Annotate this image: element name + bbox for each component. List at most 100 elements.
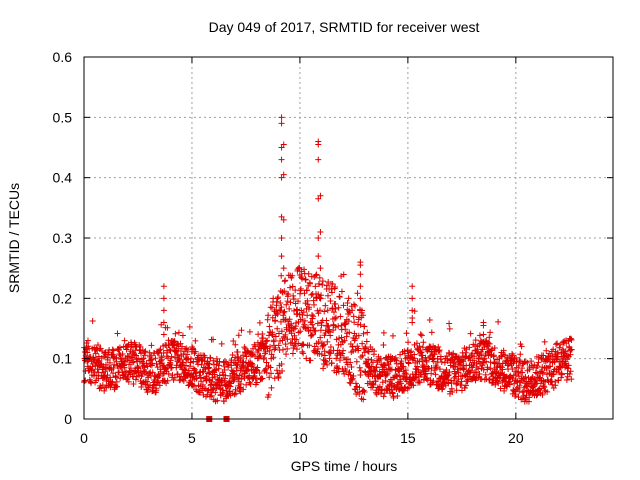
data-point	[327, 298, 334, 305]
data-point	[274, 311, 281, 318]
data-point	[259, 331, 266, 337]
data-point	[265, 391, 272, 398]
data-point	[198, 378, 205, 385]
data-point	[290, 292, 297, 299]
data-point	[361, 349, 368, 356]
data-point	[345, 295, 352, 302]
data-point	[332, 314, 339, 321]
data-point	[295, 340, 302, 347]
data-point	[476, 370, 483, 377]
data-point	[272, 333, 279, 340]
data-point	[114, 330, 121, 337]
data-point	[206, 360, 213, 367]
data-point	[126, 361, 133, 368]
data-point	[114, 383, 121, 390]
data-point	[323, 282, 330, 289]
data-point	[189, 343, 196, 350]
data-point	[370, 381, 377, 388]
data-point	[327, 350, 334, 357]
data-point	[437, 366, 443, 373]
data-point	[189, 382, 196, 389]
data-point	[526, 394, 533, 401]
data-point	[371, 348, 378, 355]
data-point	[314, 320, 321, 327]
data-point	[85, 357, 92, 364]
data-point	[328, 360, 335, 367]
data-point	[519, 369, 526, 376]
data-point	[230, 338, 237, 345]
data-point	[210, 336, 217, 343]
data-point	[125, 378, 132, 385]
data-point	[353, 358, 360, 365]
data-point	[487, 329, 494, 336]
data-point	[350, 301, 357, 308]
data-point	[315, 345, 322, 352]
data-point	[476, 332, 483, 339]
data-point	[323, 317, 330, 324]
data-point	[312, 283, 319, 290]
data-point	[289, 350, 296, 357]
data-point	[333, 355, 340, 362]
data-point	[280, 171, 287, 178]
data-point	[356, 364, 363, 371]
data-point	[324, 361, 331, 368]
data-point	[419, 344, 426, 351]
data-point	[555, 369, 562, 376]
data-point	[451, 360, 458, 367]
data-point	[357, 295, 364, 302]
data-point	[555, 377, 562, 384]
data-point	[143, 378, 150, 385]
data-point	[135, 355, 142, 362]
data-point	[154, 350, 161, 357]
data-point	[230, 377, 237, 384]
data-point	[485, 339, 492, 346]
data-point	[254, 364, 261, 371]
data-point	[132, 376, 139, 383]
data-point	[336, 294, 343, 301]
data-point	[362, 344, 369, 351]
data-point	[533, 392, 540, 399]
data-point	[349, 307, 356, 314]
data-point	[321, 352, 328, 359]
data-point	[328, 289, 335, 296]
data-point	[186, 323, 193, 330]
data-point	[486, 334, 493, 341]
data-point	[462, 349, 469, 356]
data-point	[308, 332, 315, 339]
data-point	[256, 319, 263, 326]
data-point	[318, 322, 325, 329]
data-point	[97, 360, 104, 367]
data-point	[420, 362, 427, 369]
data-point	[205, 364, 212, 371]
data-point	[554, 340, 561, 347]
data-point	[411, 351, 418, 358]
data-point	[278, 360, 285, 367]
data-point	[487, 365, 494, 372]
data-point	[460, 366, 467, 373]
data-point	[328, 285, 335, 292]
data-point	[208, 378, 215, 385]
data-point	[140, 355, 147, 362]
data-point	[359, 352, 366, 359]
data-point	[255, 346, 262, 353]
data-point	[461, 384, 468, 391]
data-point	[202, 366, 209, 373]
data-point	[243, 381, 250, 388]
data-point	[192, 348, 199, 355]
data-point	[563, 376, 570, 383]
data-point	[266, 374, 273, 381]
data-point	[270, 354, 277, 361]
data-point	[317, 334, 324, 341]
data-point	[289, 272, 296, 279]
data-point	[246, 379, 253, 386]
data-point	[389, 390, 396, 397]
data-point	[217, 386, 224, 393]
data-point	[484, 364, 491, 371]
data-point	[279, 346, 286, 353]
data-point	[357, 259, 364, 266]
data-point	[411, 308, 418, 315]
data-point	[160, 283, 167, 290]
data-point	[506, 381, 513, 388]
data-point	[549, 381, 556, 388]
data-point	[215, 362, 222, 369]
